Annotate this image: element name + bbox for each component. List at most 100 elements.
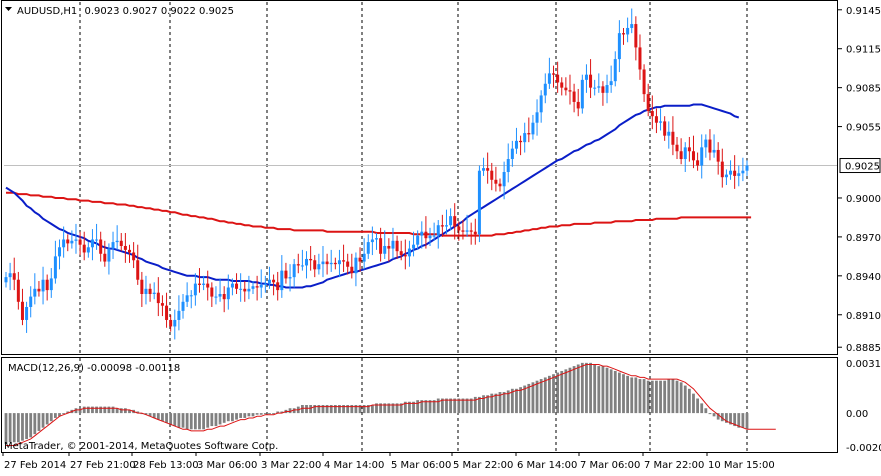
candle[interactable] [148, 283, 152, 302]
candle[interactable] [12, 257, 16, 291]
candle[interactable] [605, 74, 609, 104]
candle[interactable] [486, 152, 490, 184]
candle[interactable] [235, 273, 239, 295]
candle[interactable] [284, 262, 288, 284]
candle[interactable] [700, 134, 704, 179]
candle[interactable] [346, 253, 350, 275]
candle[interactable] [745, 160, 749, 176]
candle[interactable] [313, 255, 317, 278]
candle[interactable] [391, 227, 395, 259]
candles[interactable] [4, 8, 749, 340]
candle[interactable] [197, 268, 201, 293]
candle[interactable] [272, 274, 276, 296]
candle[interactable] [506, 143, 510, 183]
candle[interactable] [617, 20, 621, 73]
candle[interactable] [280, 255, 284, 298]
candle[interactable] [383, 230, 387, 259]
candle[interactable] [712, 134, 716, 158]
candle[interactable] [78, 231, 82, 256]
candle[interactable] [300, 249, 304, 271]
candle[interactable] [111, 231, 115, 259]
candle[interactable] [729, 160, 733, 180]
candle[interactable] [461, 220, 465, 240]
candle[interactable] [584, 64, 588, 93]
candle[interactable] [350, 253, 354, 279]
candle[interactable] [560, 77, 564, 96]
candle[interactable] [181, 294, 185, 319]
candle[interactable] [543, 73, 547, 104]
candle[interactable] [230, 278, 234, 296]
candle[interactable] [724, 169, 728, 185]
candle[interactable] [49, 268, 53, 298]
candle[interactable] [720, 148, 724, 188]
candle[interactable] [691, 135, 695, 169]
candle[interactable] [358, 247, 362, 272]
candle[interactable] [247, 275, 251, 300]
candle[interactable] [99, 231, 103, 262]
candle[interactable] [243, 281, 247, 302]
candle[interactable] [123, 233, 127, 263]
candle[interactable] [564, 77, 568, 96]
candle[interactable] [436, 220, 440, 249]
candle[interactable] [165, 292, 169, 328]
candle[interactable] [531, 114, 535, 140]
candle[interactable] [671, 116, 675, 156]
candle[interactable] [683, 142, 687, 173]
candle[interactable] [642, 64, 646, 102]
candle[interactable] [412, 231, 416, 257]
candle[interactable] [107, 243, 111, 275]
candle[interactable] [498, 178, 502, 192]
candle[interactable] [407, 240, 411, 267]
candle[interactable] [650, 95, 654, 130]
candle[interactable] [523, 122, 527, 153]
candle[interactable] [609, 65, 613, 93]
candle[interactable] [82, 231, 86, 261]
candle[interactable] [45, 274, 49, 301]
candle[interactable] [140, 271, 144, 307]
candle[interactable] [25, 301, 29, 333]
candle[interactable] [552, 65, 556, 88]
candle[interactable] [90, 229, 94, 261]
candle[interactable] [482, 157, 486, 176]
candle[interactable] [41, 266, 45, 305]
candle[interactable] [276, 271, 280, 301]
candle[interactable] [70, 230, 74, 249]
candle[interactable] [53, 240, 57, 284]
candle[interactable] [416, 230, 420, 250]
candle[interactable] [214, 286, 218, 305]
candle[interactable] [539, 90, 543, 123]
candle[interactable] [440, 214, 444, 237]
candle[interactable] [622, 27, 625, 45]
candle[interactable] [572, 83, 576, 113]
candle[interactable] [716, 142, 720, 175]
candle[interactable] [663, 116, 667, 141]
candle[interactable] [362, 238, 366, 270]
candle[interactable] [444, 209, 448, 235]
candle[interactable] [128, 244, 131, 263]
candle[interactable] [366, 234, 370, 259]
candle[interactable] [630, 8, 634, 34]
candle[interactable] [136, 244, 140, 285]
candle[interactable] [679, 138, 683, 165]
candle[interactable] [305, 251, 309, 279]
candle[interactable] [626, 17, 630, 43]
candle[interactable] [675, 136, 679, 160]
candle[interactable] [321, 245, 325, 278]
candle[interactable] [317, 253, 321, 275]
candle[interactable] [535, 99, 539, 136]
candle[interactable] [152, 282, 156, 300]
candle[interactable] [4, 271, 8, 288]
candle[interactable] [375, 233, 378, 250]
candle[interactable] [202, 275, 206, 291]
candle[interactable] [432, 222, 436, 241]
candle[interactable] [62, 226, 66, 258]
candle[interactable] [309, 245, 313, 271]
candle[interactable] [296, 253, 300, 274]
candle[interactable] [333, 257, 337, 270]
candle[interactable] [490, 162, 494, 191]
candle[interactable] [329, 249, 333, 272]
candle[interactable] [601, 81, 605, 106]
candle[interactable] [193, 273, 197, 306]
candle[interactable] [206, 270, 210, 301]
